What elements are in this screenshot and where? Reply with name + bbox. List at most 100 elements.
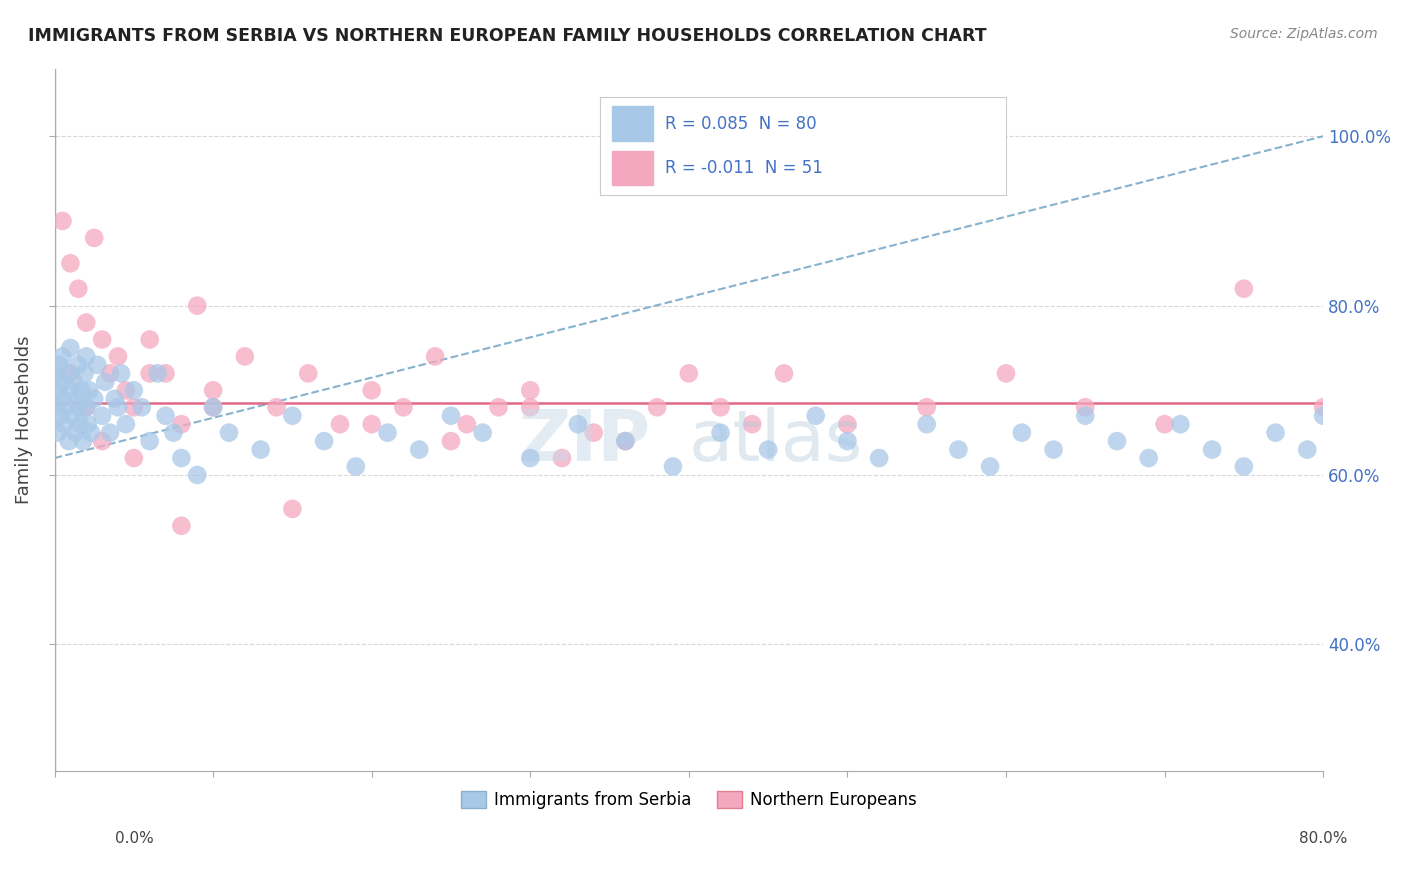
Point (1137, 451, 1160, 466)
Y-axis label: Family Households: Family Households (15, 335, 32, 504)
Point (360, 384, 382, 398)
Point (59, 256, 82, 270)
Point (91, 409, 114, 423)
Point (115, 417, 138, 432)
Point (76, 417, 98, 432)
Point (186, 468, 208, 483)
Point (48, 358, 70, 372)
Point (614, 434, 637, 449)
Point (138, 367, 160, 381)
Point (138, 434, 160, 449)
Point (46, 425, 69, 440)
Point (70, 384, 93, 398)
Point (155, 367, 177, 381)
Point (67, 282, 90, 296)
Point (104, 392, 127, 406)
Point (360, 417, 382, 432)
Point (51, 392, 73, 406)
Point (756, 442, 779, 457)
Point (1011, 425, 1033, 440)
Point (69, 417, 91, 432)
Point (979, 459, 1001, 474)
Point (138, 333, 160, 347)
Point (75, 316, 97, 330)
Point (146, 367, 169, 381)
Point (86, 358, 108, 372)
Point (67, 401, 90, 415)
Point (709, 401, 731, 415)
Point (1312, 401, 1334, 415)
Point (49, 375, 72, 389)
Point (408, 442, 430, 457)
Text: 80.0%: 80.0% (1299, 831, 1347, 846)
Point (202, 401, 225, 415)
Point (1296, 442, 1319, 457)
Point (314, 434, 336, 449)
Point (91, 333, 114, 347)
Point (75, 401, 97, 415)
Point (551, 451, 574, 466)
Text: 0.0%: 0.0% (115, 831, 155, 846)
Point (170, 417, 193, 432)
Point (58, 434, 80, 449)
Point (67, 358, 90, 372)
Point (233, 350, 256, 364)
Point (110, 367, 132, 381)
Point (344, 459, 367, 474)
Text: Source: ZipAtlas.com: Source: ZipAtlas.com (1230, 27, 1378, 41)
Point (281, 501, 304, 516)
Point (162, 425, 184, 440)
Point (440, 409, 463, 423)
Point (377, 425, 399, 440)
Point (66, 392, 89, 406)
Point (423, 350, 446, 364)
Text: atlas: atlas (689, 407, 863, 475)
Point (45, 401, 67, 415)
Point (60, 409, 83, 423)
Point (837, 417, 859, 432)
Point (56, 367, 79, 381)
Point (107, 350, 129, 364)
Point (59, 384, 82, 398)
Point (645, 401, 668, 415)
Point (59, 341, 82, 355)
Point (440, 434, 463, 449)
Point (804, 409, 827, 423)
Point (91, 434, 114, 449)
Point (281, 409, 304, 423)
Point (519, 451, 541, 466)
Point (915, 401, 938, 415)
Point (107, 401, 129, 415)
Point (122, 451, 145, 466)
Point (567, 417, 589, 432)
Point (75, 401, 97, 415)
Point (170, 518, 193, 533)
Point (80, 425, 103, 440)
Point (1201, 442, 1223, 457)
Point (83, 231, 105, 245)
Point (79, 384, 101, 398)
Point (678, 367, 700, 381)
Point (488, 401, 510, 415)
Point (122, 401, 145, 415)
Point (62, 375, 84, 389)
Point (59, 367, 82, 381)
Point (741, 417, 763, 432)
Text: ZIP: ZIP (519, 407, 651, 475)
Point (218, 425, 240, 440)
Point (186, 299, 208, 313)
Point (75, 350, 97, 364)
Point (202, 384, 225, 398)
Point (170, 451, 193, 466)
Point (53, 417, 76, 432)
Point (131, 401, 153, 415)
Point (1264, 425, 1286, 440)
Point (329, 417, 352, 432)
Legend: Immigrants from Serbia, Northern Europeans: Immigrants from Serbia, Northern Europea… (454, 784, 924, 816)
Point (51, 214, 73, 228)
Point (1312, 409, 1334, 423)
Point (456, 417, 478, 432)
Point (45, 367, 67, 381)
Point (915, 417, 938, 432)
Point (773, 367, 796, 381)
